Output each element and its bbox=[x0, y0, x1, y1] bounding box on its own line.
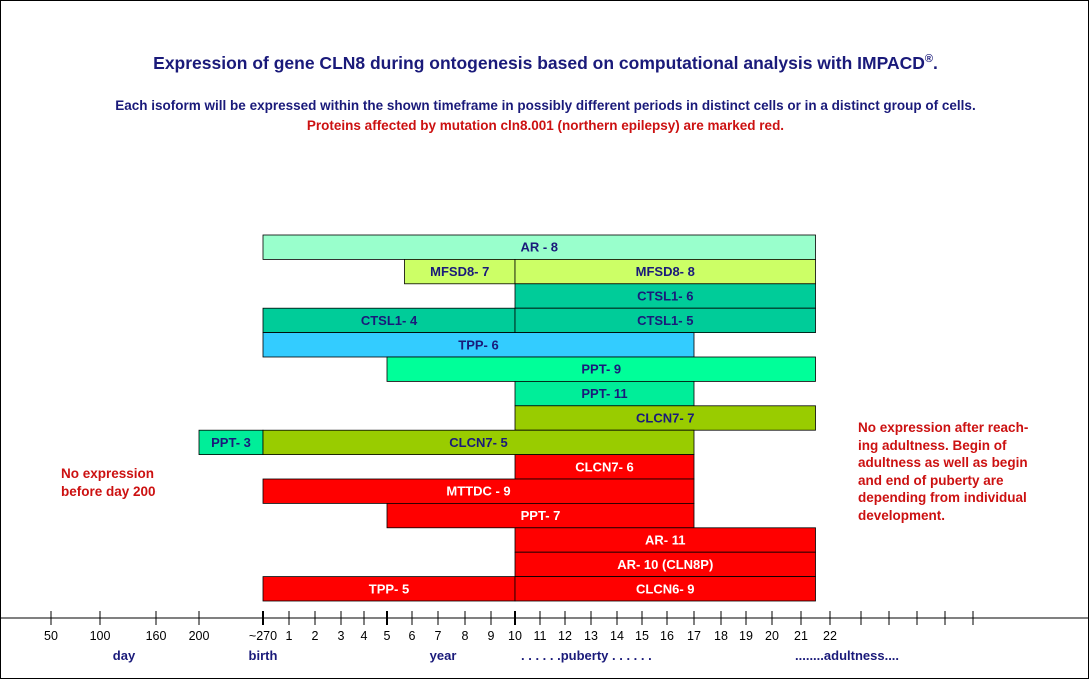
axis-category-label: . . . . . .puberty . . . . . . bbox=[521, 648, 652, 663]
axis-tick-label: 11 bbox=[534, 629, 547, 643]
expression-bar bbox=[514, 551, 816, 578]
bar-label: CTSL1- 5 bbox=[637, 313, 693, 328]
bar-label: CLCN7- 6 bbox=[575, 459, 634, 474]
axis-tick-label: 10 bbox=[508, 629, 522, 643]
bar-label: PPT- 11 bbox=[581, 386, 627, 401]
bar-label: AR - 8 bbox=[520, 240, 558, 255]
axis-tick-label: 50 bbox=[44, 629, 58, 643]
axis-tick-label: 16 bbox=[660, 629, 674, 643]
axis-tick-label: 22 bbox=[823, 629, 837, 643]
expression-bar bbox=[514, 527, 816, 553]
axis-tick-label: 17 bbox=[687, 629, 701, 643]
axis-tick-label: 9 bbox=[488, 629, 495, 643]
axis-tick-label: 19 bbox=[739, 629, 753, 643]
axis-tick-label: 3 bbox=[338, 629, 345, 643]
expression-bar bbox=[514, 576, 816, 602]
expression-bar bbox=[262, 234, 816, 260]
bar-label: CTSL1- 6 bbox=[637, 289, 693, 304]
expression-bar bbox=[262, 576, 516, 602]
title-end: . bbox=[932, 53, 938, 73]
bar-label: CTSL1- 4 bbox=[361, 313, 418, 328]
expression-bar bbox=[262, 429, 695, 456]
expression-bar bbox=[386, 356, 816, 382]
axis-tick-label: 200 bbox=[189, 629, 210, 643]
expression-bar bbox=[198, 429, 264, 456]
bar-label: TPP- 5 bbox=[369, 581, 409, 596]
expression-bar bbox=[514, 258, 816, 285]
axis-tick-label: ~270 bbox=[249, 629, 277, 643]
subtitle-line-2: Proteins affected by mutation cln8.001 (… bbox=[306, 118, 785, 133]
axis-tick-label: 7 bbox=[435, 629, 442, 643]
axis-tick-label: 15 bbox=[635, 629, 649, 643]
axis-tick-label: 8 bbox=[462, 629, 469, 643]
bar-label: AR- 11 bbox=[645, 533, 685, 548]
expression-bar bbox=[262, 478, 695, 504]
expression-bar bbox=[404, 258, 516, 285]
bar-label: PPT- 7 bbox=[521, 508, 561, 523]
axis-tick-label: 20 bbox=[765, 629, 779, 643]
bar-label: CLCN7- 7 bbox=[636, 411, 695, 426]
axis-tick-label: 18 bbox=[714, 629, 728, 643]
bar-label: PPT- 3 bbox=[211, 435, 251, 450]
axis-tick-label: 100 bbox=[90, 629, 111, 643]
bar-label: CLCN6- 9 bbox=[636, 581, 695, 596]
axis-tick-label: 4 bbox=[361, 629, 368, 643]
axis-tick-label: 2 bbox=[312, 629, 319, 643]
bar-label: MTTDC - 9 bbox=[446, 484, 510, 499]
title-text: Expression of gene CLN8 during ontogenes… bbox=[153, 53, 925, 73]
axis-tick-label: 14 bbox=[610, 629, 624, 643]
bar-label: CLCN7- 5 bbox=[449, 435, 508, 450]
bar-label: MFSD8- 7 bbox=[430, 264, 489, 279]
axis-tick-label: 1 bbox=[286, 629, 293, 643]
bar-label: TPP- 6 bbox=[458, 337, 498, 352]
expression-bar bbox=[514, 283, 816, 309]
note-left: No expression before day 200 bbox=[61, 466, 156, 499]
expression-bar bbox=[514, 454, 695, 480]
expression-bar bbox=[514, 405, 816, 431]
axis-tick-label: 12 bbox=[558, 629, 572, 643]
axis-tick-label: 5 bbox=[384, 629, 391, 643]
axis-tick-label: 6 bbox=[409, 629, 416, 643]
axis-tick-label: 13 bbox=[584, 629, 598, 643]
subtitle-line-1: Each isoform will be expressed within th… bbox=[115, 98, 976, 113]
note-right: No expression after reach- ing adultness… bbox=[858, 420, 1029, 523]
axis-tick-label: 21 bbox=[794, 629, 808, 643]
bar-label: PPT- 9 bbox=[581, 362, 621, 377]
axis-tick-label: 160 bbox=[146, 629, 167, 643]
chart-title: Expression of gene CLN8 during ontogenes… bbox=[1, 53, 1089, 74]
axis-category-label: day bbox=[113, 648, 136, 663]
bar-label: AR- 10 (CLN8P) bbox=[617, 557, 713, 572]
axis-category-label: year bbox=[430, 648, 457, 663]
axis-category-label: birth bbox=[249, 648, 278, 663]
title-registered-mark: ® bbox=[924, 53, 933, 66]
expression-bar bbox=[262, 332, 695, 358]
bar-label: MFSD8- 8 bbox=[636, 264, 695, 279]
axis-category-label: ........adultness.... bbox=[795, 648, 899, 663]
